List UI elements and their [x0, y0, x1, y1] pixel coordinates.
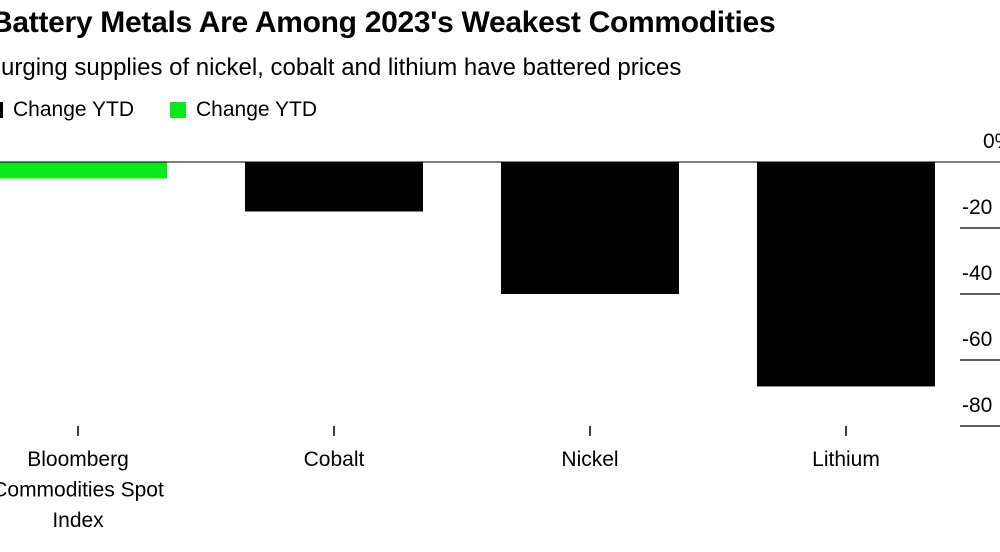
- category-label: Commodities Spot: [0, 479, 164, 502]
- y-tick-label: -20: [962, 196, 992, 219]
- legend-label: Change YTD: [196, 98, 318, 121]
- category-label: Nickel: [561, 448, 618, 471]
- y-tick-label: -60: [962, 328, 992, 351]
- bar-nickel: [501, 162, 679, 294]
- legend-swatch-green: [170, 102, 186, 118]
- category-label: Lithium: [812, 448, 880, 471]
- category-label: Cobalt: [304, 448, 365, 471]
- bar-lithium: [757, 162, 935, 387]
- legend-swatch-black: [0, 102, 3, 118]
- legend-item-black: Change YTD: [0, 98, 134, 122]
- y-tick-label: -40: [962, 262, 992, 285]
- bar-bloomberg-commodities-spot-index: [0, 162, 167, 179]
- y-tick-label: 0%: [983, 130, 1000, 153]
- legend-item-green: Change YTD: [170, 98, 317, 122]
- chart-title: Battery Metals Are Among 2023's Weakest …: [0, 6, 776, 39]
- bar-cobalt: [245, 162, 423, 212]
- category-label: Bloomberg: [27, 448, 129, 471]
- chart-subtitle: Surging supplies of nickel, cobalt and l…: [0, 54, 682, 81]
- category-label: Index: [52, 509, 104, 532]
- y-tick-label: -80: [962, 394, 992, 417]
- legend-label: Change YTD: [13, 98, 135, 121]
